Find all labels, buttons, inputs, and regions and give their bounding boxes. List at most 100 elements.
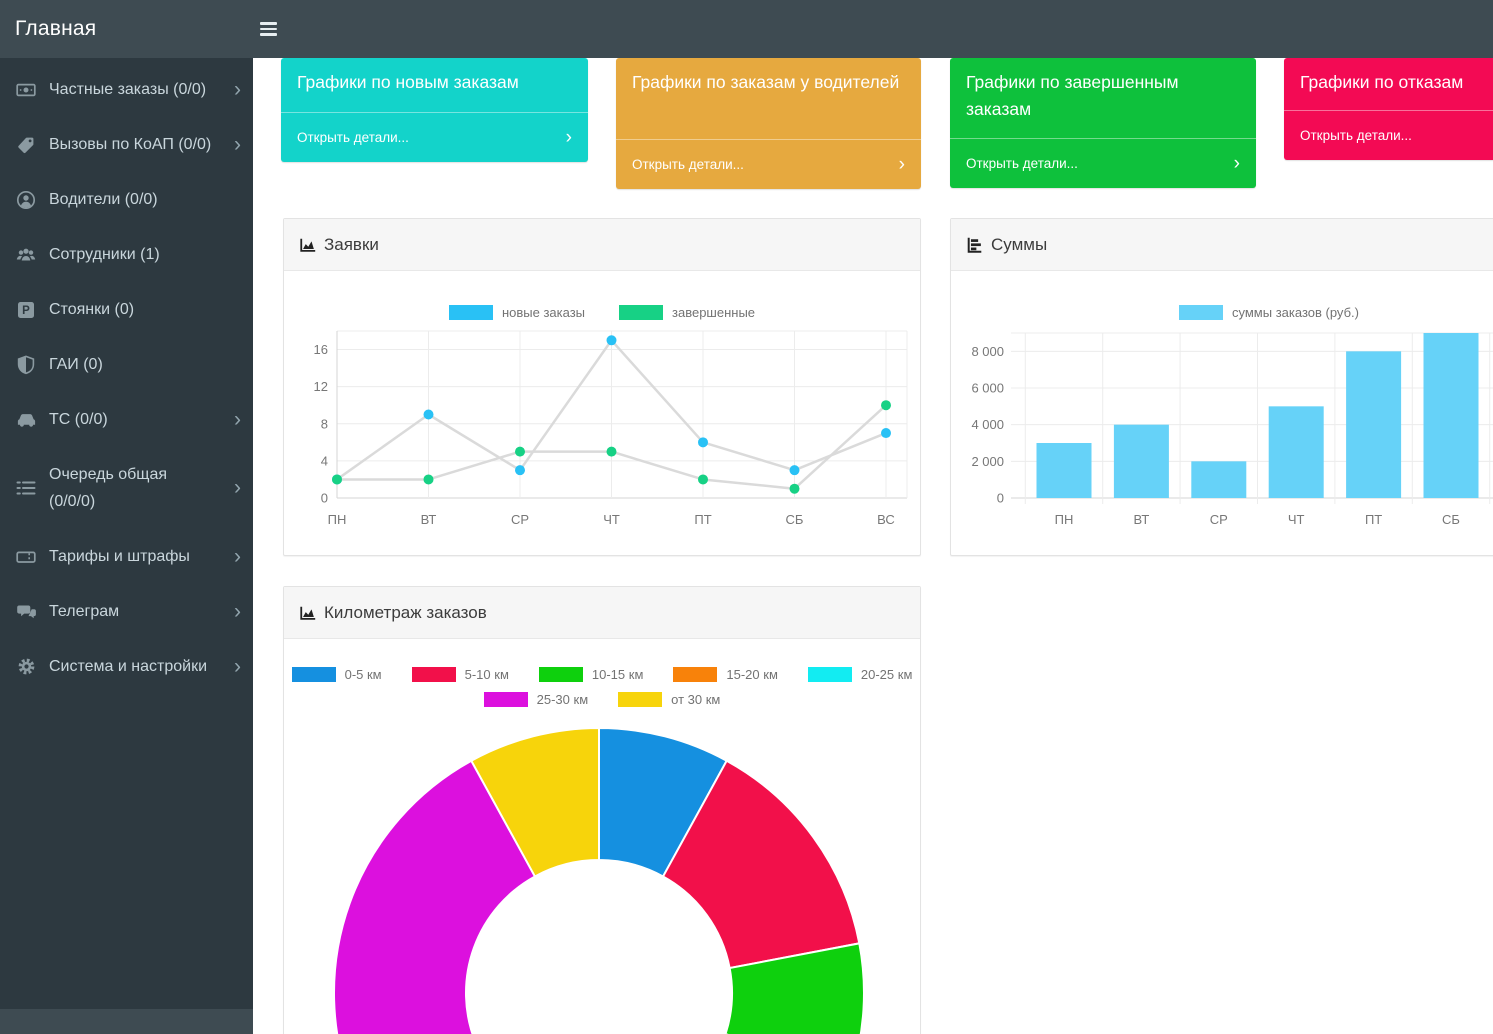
panel-header: Заявки bbox=[284, 219, 920, 271]
sidebar-menu: Частные заказы (0/0) › Вызовы по КоАП (0… bbox=[0, 62, 253, 694]
chevron-right-icon: › bbox=[234, 77, 241, 101]
svg-text:СБ: СБ bbox=[1442, 512, 1460, 527]
svg-text:6 000: 6 000 bbox=[971, 381, 1004, 396]
legend-item-5-10[interactable]: 5-10 км bbox=[411, 667, 509, 682]
panel-title: Километраж заказов bbox=[324, 602, 487, 622]
sidebar-item-label: Телеграм bbox=[49, 603, 120, 620]
sidebar-item-telegram[interactable]: Телеграм › bbox=[0, 584, 253, 639]
area-chart-icon bbox=[299, 236, 317, 254]
svg-text:8 000: 8 000 bbox=[971, 344, 1004, 359]
sidebar-item-label: Вызовы по КоАП (0/0) bbox=[49, 136, 212, 153]
chevron-right-icon: › bbox=[1233, 152, 1240, 174]
svg-text:ВТ: ВТ bbox=[1134, 512, 1150, 527]
infobox-details-link[interactable]: Открыть детали... › bbox=[1284, 110, 1493, 160]
comments-icon bbox=[15, 602, 37, 622]
sidebar-item-tariffs-fines[interactable]: Тарифы и штрафы › bbox=[0, 529, 253, 584]
legend-swatch bbox=[673, 667, 718, 682]
area-chart-icon bbox=[299, 604, 317, 622]
sidebar-item-label: Сотрудники (1) bbox=[49, 246, 160, 263]
legend-swatch bbox=[807, 667, 852, 682]
sidebar-item-label: Частные заказы (0/0) bbox=[49, 81, 207, 98]
donut-chart-legend: 0-5 км 5-10 км 10-15 км 15-20 км bbox=[284, 667, 920, 707]
chevron-right-icon: › bbox=[234, 544, 241, 568]
legend-swatch bbox=[619, 305, 664, 320]
infobox-title: Графики по заказам у водителей bbox=[632, 72, 900, 92]
svg-text:СР: СР bbox=[511, 512, 529, 527]
chevron-right-icon: › bbox=[234, 599, 241, 623]
panel-header: Суммы bbox=[951, 219, 1493, 271]
legend-item-20-25[interactable]: 20-25 км bbox=[807, 667, 912, 682]
panel-title: Суммы bbox=[991, 234, 1048, 254]
svg-text:ВС: ВС bbox=[877, 512, 895, 527]
chevron-right-icon: › bbox=[234, 476, 241, 499]
chevron-right-icon: › bbox=[234, 654, 241, 678]
svg-text:0: 0 bbox=[321, 491, 328, 506]
legend-swatch bbox=[448, 305, 493, 320]
page-title: Главная bbox=[15, 17, 97, 40]
svg-text:P: P bbox=[22, 305, 30, 317]
top-navbar: Главная bbox=[0, 0, 1493, 58]
sidebar-item-private-orders[interactable]: Частные заказы (0/0) › bbox=[0, 62, 253, 117]
svg-text:0: 0 bbox=[997, 491, 1004, 506]
chevron-right-icon: › bbox=[565, 126, 572, 148]
svg-text:ПН: ПН bbox=[1055, 512, 1074, 527]
bar-chart-icon bbox=[966, 236, 984, 254]
legend-item-0-5[interactable]: 0-5 км bbox=[291, 667, 382, 682]
svg-text:ПТ: ПТ bbox=[694, 512, 711, 527]
ticket-icon bbox=[15, 547, 37, 567]
legend-swatch bbox=[538, 667, 583, 682]
hamburger-icon bbox=[260, 22, 277, 25]
donut-chart bbox=[333, 726, 865, 1034]
infobox-title: Графики по отказам bbox=[1300, 72, 1464, 92]
svg-text:СБ: СБ bbox=[786, 512, 804, 527]
sidebar-item-koap-calls[interactable]: Вызовы по КоАП (0/0) › bbox=[0, 117, 253, 172]
line-chart-area: новые заказы завершенные 0 4 8 12 16 ПН ВТ СР ЧТ… bbox=[284, 271, 920, 554]
bar-chart: 0 2 000 4 000 6 000 8 000 ПН ВТ СР ЧТ ПТ СБ bbox=[971, 332, 1493, 527]
tag-icon bbox=[15, 135, 37, 155]
sidebar-item-common-queue[interactable]: Очередь общая (0/0/0) › bbox=[0, 447, 253, 529]
sidebar-item-system-settings[interactable]: Система и настройки › bbox=[0, 639, 253, 694]
shield-icon bbox=[15, 355, 37, 375]
panel-header: Километраж заказов bbox=[284, 587, 920, 639]
panel-sums: Суммы суммы заказов (руб.) 0 2 000 4 000 6 … bbox=[950, 218, 1493, 556]
sidebar-item-gai[interactable]: ГАИ (0) bbox=[0, 337, 253, 392]
infobox-completed-orders: Графики по завершенным заказам Открыть д… bbox=[950, 58, 1256, 188]
user-circle-icon bbox=[15, 190, 37, 210]
svg-text:СР: СР bbox=[1210, 512, 1228, 527]
legend-item-25-30[interactable]: 25-30 км bbox=[483, 692, 588, 707]
legend-item-15-20[interactable]: 15-20 км bbox=[673, 667, 778, 682]
chevron-right-icon: › bbox=[234, 407, 241, 431]
bar-chart-legend: суммы заказов (руб.) bbox=[951, 305, 1493, 320]
legend-swatch bbox=[291, 667, 336, 682]
infobox-details-link[interactable]: Открыть детали... › bbox=[616, 139, 921, 189]
legend-swatch bbox=[1179, 305, 1224, 320]
infobox-details-link[interactable]: Открыть детали... › bbox=[281, 112, 588, 162]
svg-text:8: 8 bbox=[321, 416, 328, 431]
sidebar-footer bbox=[0, 1009, 253, 1034]
menu-toggle-button[interactable] bbox=[260, 18, 282, 40]
infobox-new-orders: Графики по новым заказам Открыть детали.… bbox=[281, 58, 588, 162]
legend-item-10-15[interactable]: 10-15 км bbox=[538, 667, 643, 682]
legend-swatch bbox=[618, 692, 663, 707]
banknote-icon bbox=[15, 80, 37, 100]
infobox-title: Графики по новым заказам bbox=[297, 72, 519, 92]
sidebar-item-label: Система и настройки bbox=[49, 658, 207, 675]
svg-text:ВТ: ВТ bbox=[421, 512, 437, 527]
sidebar-item-vehicles[interactable]: ТС (0/0) › bbox=[0, 392, 253, 447]
sidebar-item-parkings[interactable]: P Стоянки (0) bbox=[0, 282, 253, 337]
sidebar: Частные заказы (0/0) › Вызовы по КоАП (0… bbox=[0, 58, 253, 1034]
svg-text:ЧТ: ЧТ bbox=[1288, 512, 1305, 527]
legend-item-sums[interactable]: суммы заказов (руб.) bbox=[1179, 305, 1359, 320]
sidebar-item-label: Водители (0/0) bbox=[49, 191, 158, 208]
sidebar-item-drivers[interactable]: Водители (0/0) bbox=[0, 172, 253, 227]
legend-item-over-30[interactable]: от 30 км bbox=[618, 692, 720, 707]
infobox-details-link[interactable]: Открыть детали... › bbox=[950, 138, 1256, 188]
legend-item-new-orders[interactable]: новые заказы bbox=[448, 305, 585, 320]
svg-text:4: 4 bbox=[321, 453, 328, 468]
svg-text:4 000: 4 000 bbox=[971, 417, 1004, 432]
panel-title: Заявки bbox=[324, 234, 379, 254]
line-chart: 0 4 8 12 16 ПН ВТ СР ЧТ ПТ СБ ВС bbox=[314, 330, 908, 527]
sidebar-item-employees[interactable]: Сотрудники (1) bbox=[0, 227, 253, 282]
legend-item-completed[interactable]: завершенные bbox=[619, 305, 755, 320]
